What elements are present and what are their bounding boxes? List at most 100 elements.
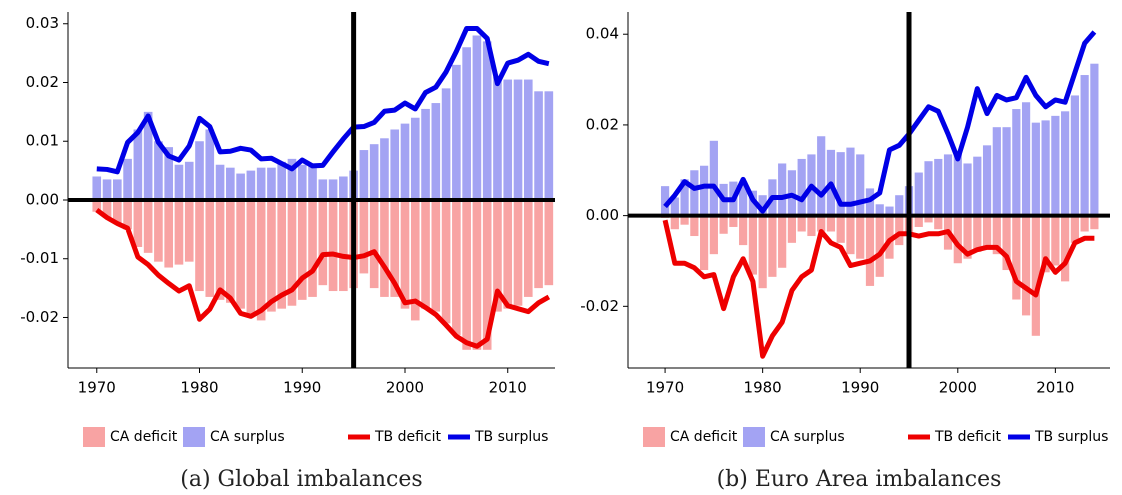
bar	[513, 199, 523, 306]
bar	[523, 79, 533, 200]
bar	[287, 199, 297, 306]
x-tick-label: 1980	[744, 379, 782, 397]
bar	[846, 147, 855, 216]
bar	[856, 154, 865, 216]
bar	[1051, 215, 1060, 266]
bar	[778, 163, 787, 216]
bar	[1002, 127, 1011, 216]
bar	[328, 199, 338, 292]
bar	[195, 199, 204, 292]
bar	[534, 91, 543, 200]
bar	[1031, 122, 1040, 216]
bar	[513, 79, 523, 200]
x-tick-label: 1970	[646, 379, 684, 397]
legend-swatch	[183, 427, 205, 447]
bar	[1080, 215, 1089, 232]
y-tick-label: -0.01	[20, 249, 59, 267]
bar	[164, 147, 174, 200]
line	[662, 219, 1095, 359]
bar	[236, 199, 245, 309]
bar	[660, 186, 670, 216]
x-tick-label: 2010	[1036, 379, 1074, 397]
legend-label: TB deficit	[934, 429, 1002, 445]
bar	[184, 199, 194, 262]
bar	[1012, 109, 1021, 216]
bar	[680, 215, 689, 225]
bar	[400, 199, 410, 309]
bar	[973, 215, 982, 252]
bar	[544, 199, 554, 286]
bar	[748, 215, 757, 275]
bar	[992, 127, 1001, 216]
bar	[1021, 215, 1031, 316]
line	[96, 25, 550, 175]
bar	[380, 138, 389, 200]
bar	[462, 199, 471, 350]
bar	[246, 170, 256, 200]
bar	[339, 176, 348, 200]
bar	[410, 117, 420, 200]
bar	[885, 215, 894, 259]
bar	[277, 199, 287, 309]
bar	[729, 215, 738, 227]
bar	[400, 123, 410, 200]
bar	[205, 129, 215, 200]
bar	[452, 199, 461, 336]
bar	[700, 215, 709, 271]
bar	[174, 199, 184, 265]
bar	[1061, 215, 1070, 282]
bar	[934, 158, 943, 216]
bar	[1090, 215, 1099, 230]
bar	[215, 164, 225, 200]
bar	[277, 161, 287, 200]
bar	[1021, 102, 1031, 216]
bar	[885, 206, 894, 216]
bar	[359, 150, 369, 200]
bar	[92, 176, 102, 200]
bar	[895, 195, 904, 216]
bar	[690, 215, 699, 237]
bar	[421, 108, 430, 200]
bar	[700, 165, 709, 216]
bar	[875, 215, 884, 277]
bar	[308, 199, 317, 297]
bar	[503, 79, 513, 200]
legend-label: CA deficit	[670, 429, 738, 445]
bar	[441, 88, 451, 200]
bar	[856, 215, 865, 259]
legend-swatch	[743, 427, 765, 447]
bar	[267, 167, 276, 200]
bar	[318, 179, 328, 200]
bar	[973, 156, 982, 216]
bar	[690, 170, 699, 216]
y-tick-label: 0.02	[586, 115, 619, 133]
bar	[380, 199, 389, 297]
bar	[709, 140, 718, 216]
bar	[709, 215, 718, 255]
bar	[359, 199, 369, 274]
bar	[287, 158, 297, 200]
bar	[472, 199, 482, 350]
bar	[924, 215, 933, 223]
bar	[92, 199, 102, 212]
bar	[205, 199, 215, 297]
bar	[953, 215, 962, 264]
bar	[1041, 215, 1050, 273]
bar	[924, 161, 933, 216]
bar	[113, 199, 122, 224]
bar	[914, 172, 923, 216]
legend-swatch	[83, 427, 105, 447]
bar	[226, 167, 235, 200]
bar	[133, 129, 143, 200]
bar	[826, 215, 836, 232]
bar	[817, 215, 826, 232]
bar	[102, 179, 112, 200]
x-tick-label: 2010	[489, 379, 527, 397]
bar	[184, 161, 194, 200]
bar	[768, 215, 777, 277]
bar	[680, 179, 689, 216]
legend-swatch	[643, 427, 665, 447]
bar	[534, 199, 543, 289]
bar	[297, 199, 307, 300]
bar	[143, 199, 153, 253]
